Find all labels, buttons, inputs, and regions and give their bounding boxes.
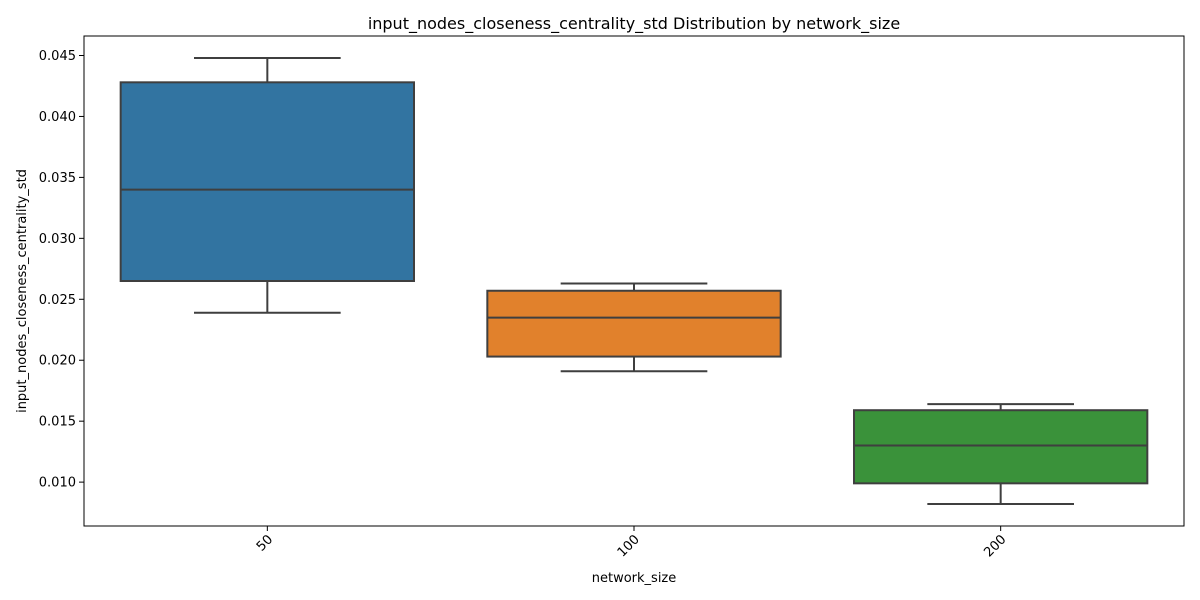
iqr-box <box>853 409 1149 485</box>
y-tick-label: 0.015 <box>39 415 76 430</box>
y-axis: 0.010 0.015 0.020 0.025 0.030 0.035 0.040 0.045 <box>39 49 84 491</box>
y-tick-label: 0.040 <box>39 110 76 125</box>
box-100 <box>486 282 782 373</box>
y-tick-label: 0.035 <box>39 171 76 186</box>
box-200 <box>853 403 1149 506</box>
y-axis-label: input_nodes_closeness_centrality_std <box>15 169 30 413</box>
x-tick-label: 200 <box>981 532 1009 560</box>
y-tick-label: 0.030 <box>39 232 76 247</box>
y-tick-label: 0.010 <box>39 476 76 491</box>
iqr-box <box>486 289 782 358</box>
y-tick-label: 0.025 <box>39 293 76 308</box>
y-tick-label: 0.045 <box>39 49 76 64</box>
iqr-box <box>119 81 416 282</box>
boxes-layer <box>119 56 1149 506</box>
box-50 <box>119 56 416 314</box>
chart-title: input_nodes_closeness_centrality_std Dis… <box>368 14 900 34</box>
x-axis-label: network_size <box>592 571 677 586</box>
x-tick-label: 50 <box>254 532 276 554</box>
x-tick-label: 100 <box>615 532 643 560</box>
y-tick-label: 0.020 <box>39 354 76 369</box>
x-axis: 50 100 200 <box>254 526 1009 560</box>
